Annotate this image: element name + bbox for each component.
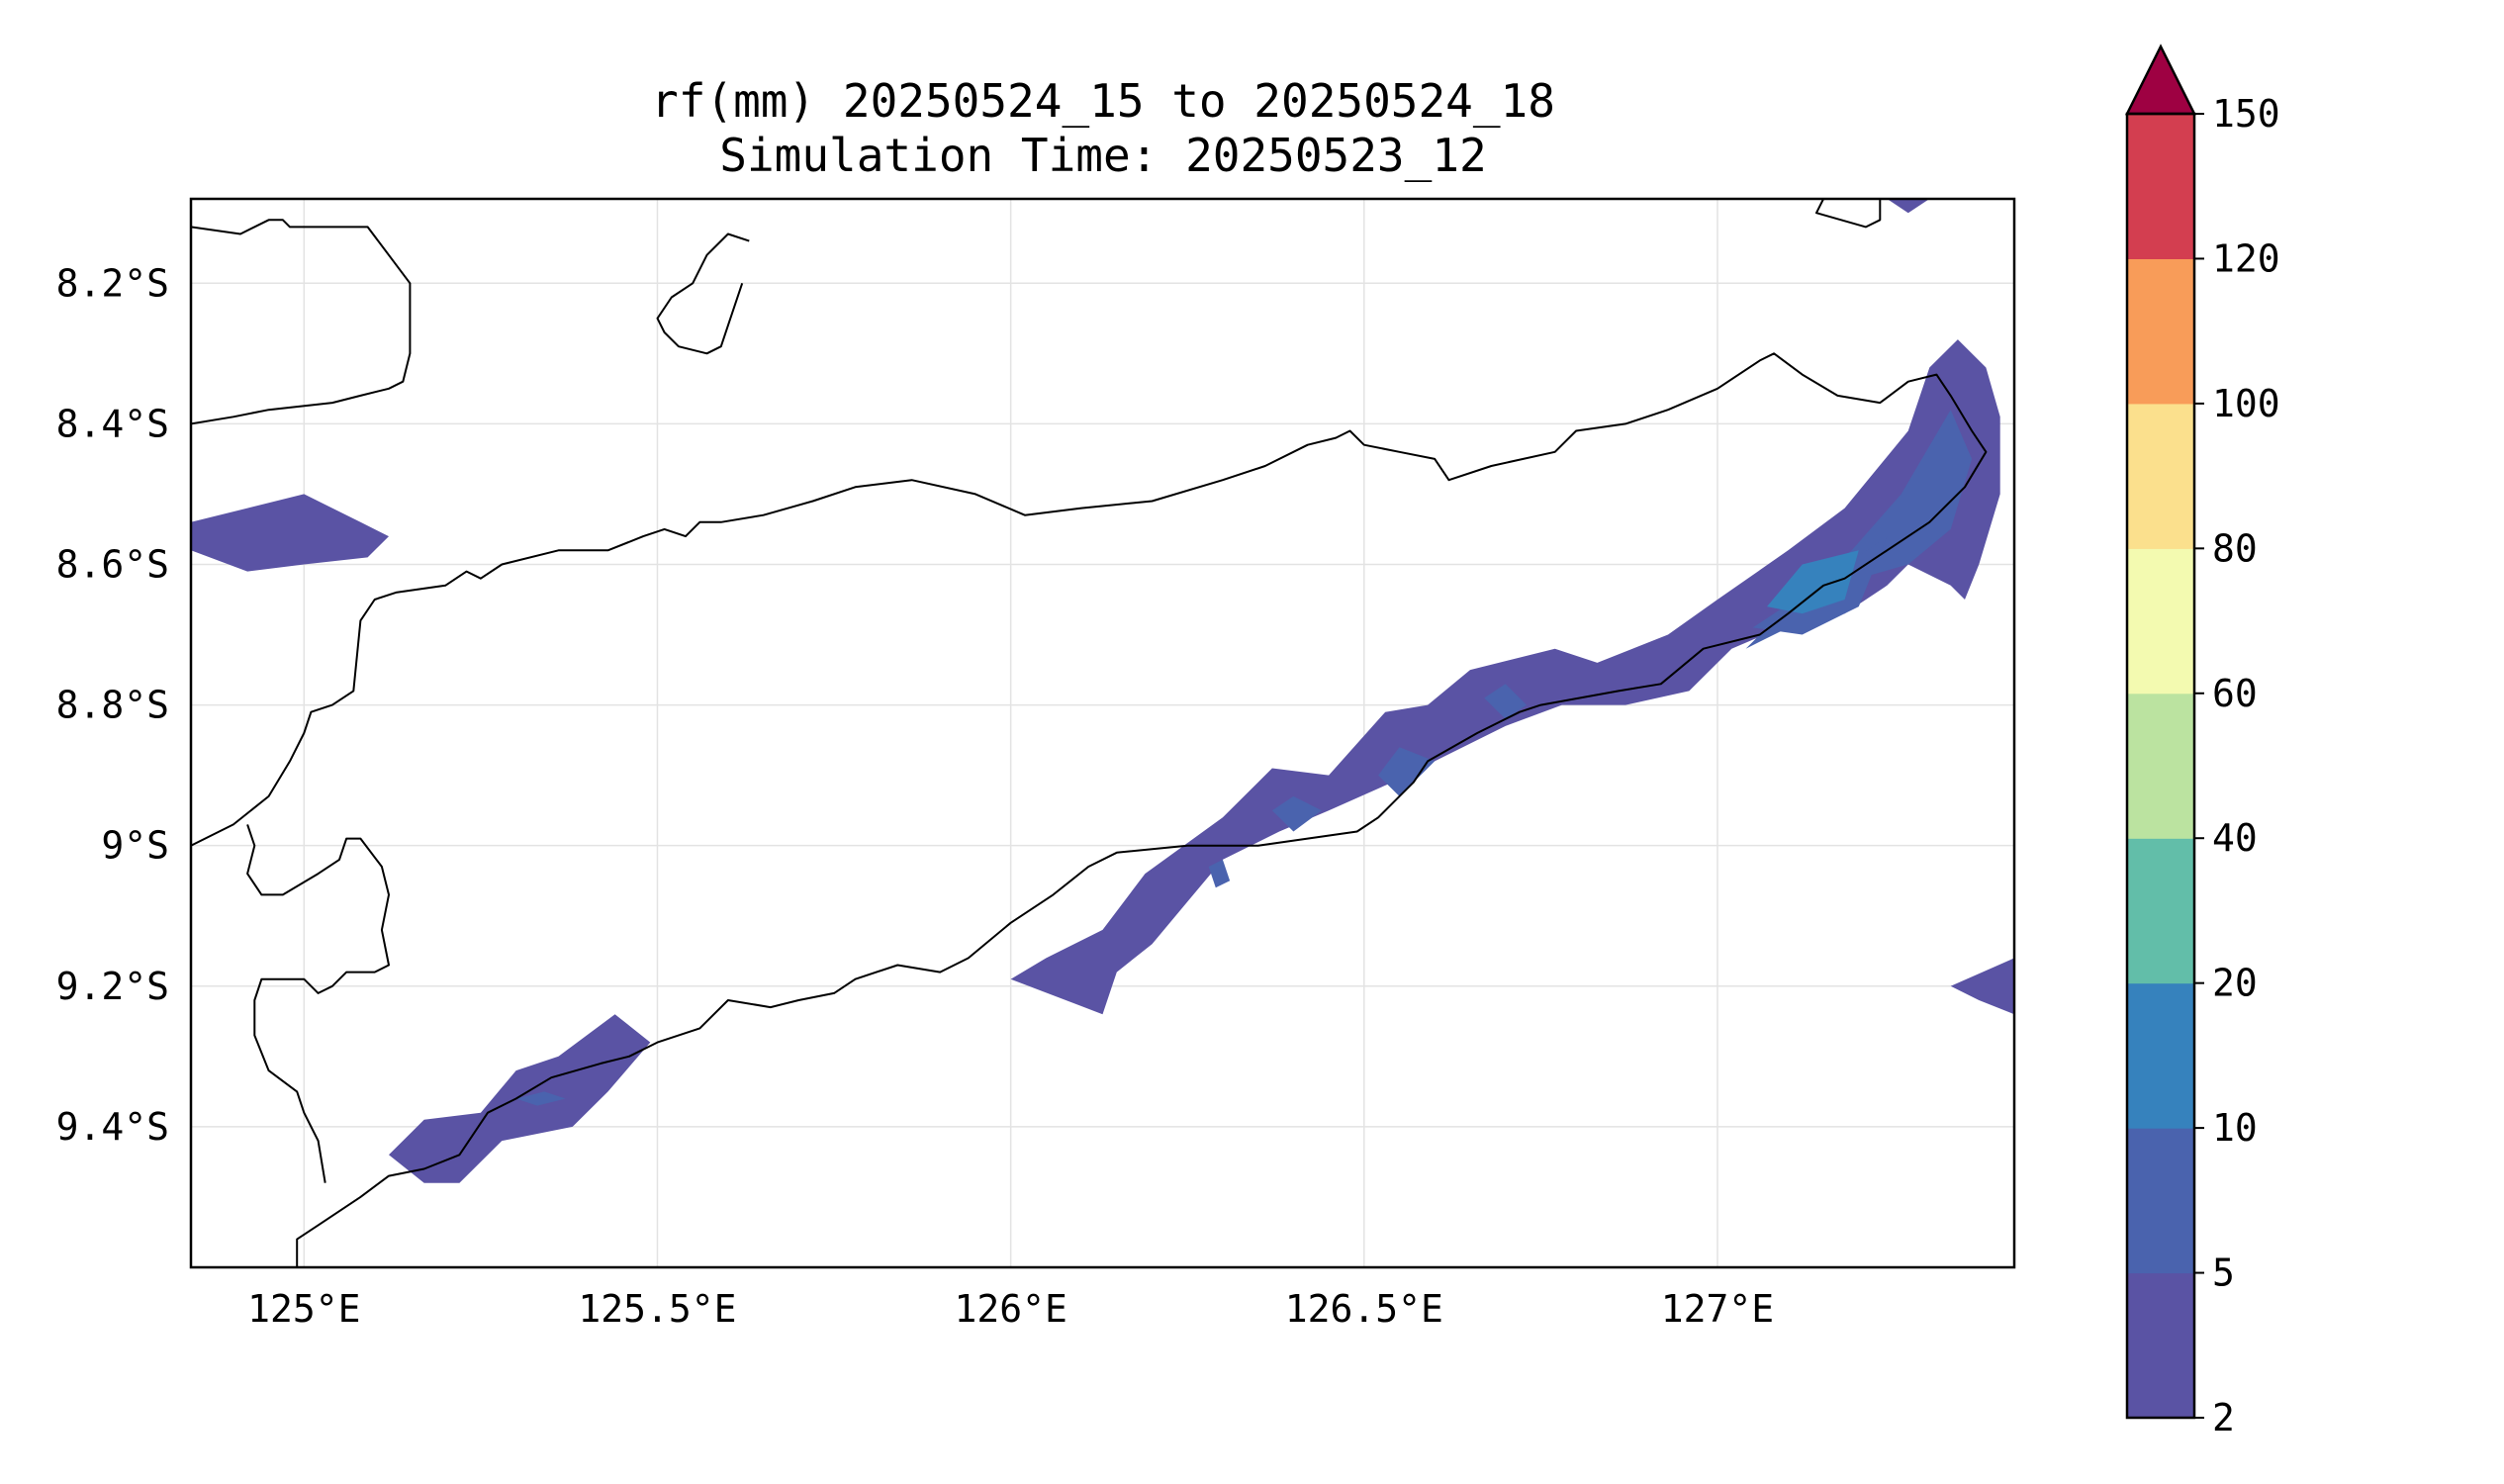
colorbar-segment-1 <box>2127 1128 2194 1274</box>
rain-area-west-edge <box>191 494 389 572</box>
x-tick-label-1: 125.5°E <box>578 1287 736 1331</box>
map-title-line1: rf(mm) 20250524_15 to 20250524_18 <box>651 74 1555 128</box>
map-title-line2: Simulation Time: 20250523_12 <box>719 129 1486 182</box>
rain-core-east-1 <box>1745 410 1973 649</box>
rain-area-east-edge <box>1950 958 2014 1015</box>
x-tick-label-4: 127°E <box>1661 1287 1774 1331</box>
colorbar-segment-4 <box>2127 693 2194 839</box>
y-tick-label-3: 8.8°S <box>56 684 169 727</box>
coastline-oecusse <box>246 824 390 1183</box>
coastline-north-islet <box>1815 199 1882 229</box>
colorbar-label-3: 20 <box>2212 962 2258 1005</box>
map-gridlines <box>191 199 2014 1267</box>
colorbar-segment-7 <box>2127 258 2194 405</box>
rain-core-mid-3 <box>1484 684 1528 719</box>
colorbar-segment-3 <box>2127 838 2194 984</box>
x-tick-label-2: 126°E <box>954 1287 1067 1331</box>
rainfall-contours <box>191 199 2014 1183</box>
colorbar-extend-arrow <box>2124 44 2197 116</box>
y-tick-label-0: 8.2°S <box>56 261 169 305</box>
coastline-timor-north <box>191 219 412 425</box>
x-tick-label-0: 125°E <box>247 1287 360 1331</box>
coastline-timor-main <box>191 352 1988 1267</box>
map-plot-area <box>191 199 2014 1267</box>
colorbar-label-7: 100 <box>2212 382 2280 425</box>
rain-core-east-3 <box>1767 550 1859 614</box>
x-tick-label-3: 126.5°E <box>1285 1287 1443 1331</box>
y-tick-label-1: 8.4°S <box>56 402 169 445</box>
colorbar-segment-6 <box>2127 403 2194 549</box>
colorbar-segment-8 <box>2127 114 2194 259</box>
longitude-ticks: 125°E 125.5°E 126°E 126.5°E 127°E <box>247 1287 1774 1331</box>
colorbar-label-4: 40 <box>2212 816 2258 860</box>
colorbar-segment-0 <box>2127 1272 2194 1419</box>
colorbar-label-1: 5 <box>2212 1252 2235 1295</box>
colorbar-segment-5 <box>2127 548 2194 695</box>
colorbar-segment-2 <box>2127 982 2194 1129</box>
rain-core-mid-2 <box>1378 747 1436 796</box>
colorbar-label-5: 60 <box>2212 672 2258 715</box>
rain-area-main-band <box>1010 339 2000 1015</box>
coastlines <box>191 199 1988 1267</box>
latitude-ticks: 8.2°S 8.4°S 8.6°S 8.8°S 9°S 9.2°S 9.4°S <box>56 261 169 1149</box>
colorbar: 2 5 10 20 40 60 80 100 120 150 <box>2124 44 2280 1439</box>
rain-core-mid-1 <box>1271 795 1322 832</box>
rain-core-mid-4 <box>1208 859 1231 888</box>
y-tick-label-6: 9.4°S <box>56 1105 169 1149</box>
colorbar-label-9: 150 <box>2212 92 2280 136</box>
colorbar-label-0: 2 <box>2212 1396 2235 1439</box>
map-frame <box>189 197 2016 1269</box>
y-tick-label-2: 8.6°S <box>56 542 169 586</box>
rain-area-north-edge <box>1887 199 1930 214</box>
colorbar-frame <box>2125 112 2196 1420</box>
coastline-atauro-island <box>656 232 750 355</box>
rain-core-southwest <box>515 1091 566 1106</box>
colorbar-label-6: 80 <box>2212 526 2258 570</box>
colorbar-label-8: 120 <box>2212 236 2280 280</box>
colorbar-label-2: 10 <box>2212 1106 2258 1150</box>
y-tick-label-4: 9°S <box>101 824 169 868</box>
y-tick-label-5: 9.2°S <box>56 965 169 1008</box>
